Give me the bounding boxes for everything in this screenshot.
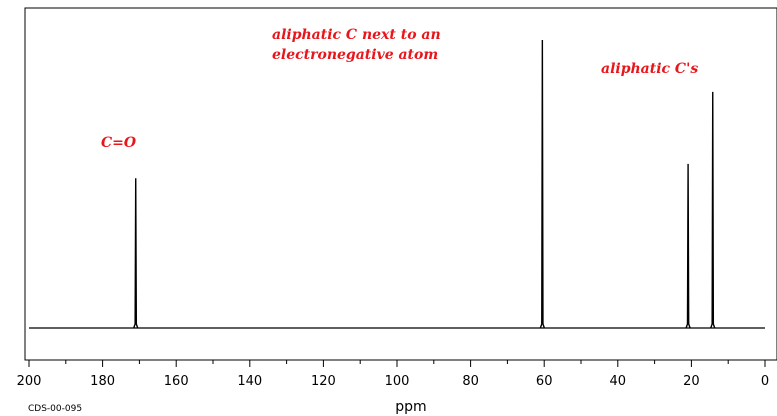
spectrum-peak bbox=[685, 163, 691, 329]
spectrum-code: CDS-00-095 bbox=[28, 404, 82, 414]
peak-annotation: aliphatic C's bbox=[601, 61, 698, 77]
x-axis-tick-labels: 200 180 160 140 120 100 80 60 40 20 0 bbox=[17, 374, 770, 389]
x-tick-label: 40 bbox=[610, 374, 627, 389]
x-tick-label: 0 bbox=[761, 374, 769, 389]
x-tick-label: 80 bbox=[462, 374, 479, 389]
x-axis-ticks bbox=[28, 360, 766, 367]
peak-annotation: C=O bbox=[101, 135, 137, 151]
peak-annotation: aliphatic C next to an bbox=[272, 27, 441, 43]
x-tick-label: 20 bbox=[683, 374, 700, 389]
x-tick-label: 120 bbox=[311, 374, 336, 389]
x-axis-label: ppm bbox=[395, 399, 426, 415]
peak-annotation: electronegative atom bbox=[272, 47, 438, 63]
x-tick-label: 200 bbox=[17, 374, 42, 389]
peak-annotations: C=O aliphatic C next to an electronegative… bbox=[101, 27, 698, 151]
x-tick-label: 140 bbox=[237, 374, 262, 389]
spectrum-peak bbox=[133, 178, 139, 329]
spectrum-peaks bbox=[133, 39, 716, 329]
spectrum-peak bbox=[539, 39, 546, 329]
x-tick-label: 100 bbox=[385, 374, 410, 389]
x-tick-label: 60 bbox=[536, 374, 553, 389]
spectrum-peak bbox=[710, 91, 716, 329]
x-tick-label: 180 bbox=[90, 374, 115, 389]
x-tick-label: 160 bbox=[164, 374, 189, 389]
